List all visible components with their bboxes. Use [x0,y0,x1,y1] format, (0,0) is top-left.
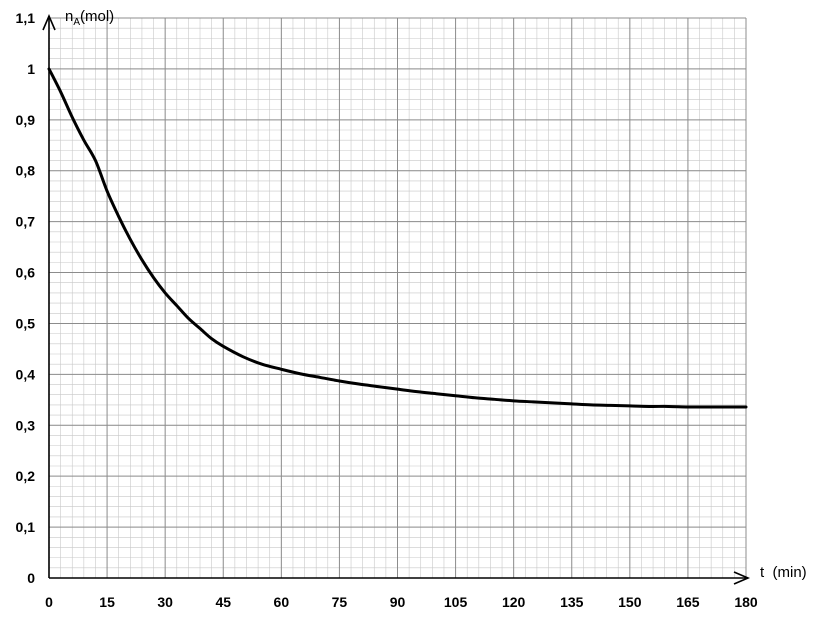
y-axis-label-main: n [65,8,73,25]
x-tick-label: 45 [215,594,231,610]
y-tick-label: 0,6 [16,265,36,281]
grid-major [48,17,747,579]
x-tick-label: 180 [734,594,758,610]
x-tick-label: 0 [45,594,53,610]
y-axis-label: nA(mol) [65,8,114,28]
y-tick-label: 1,1 [16,10,36,26]
y-tick-labels: 0 0,1 0,2 0,3 0,4 0,5 0,6 0,7 0,8 0,9 1 1,1 [16,10,36,586]
x-tick-label: 105 [444,594,468,610]
x-tick-label: 15 [99,594,115,610]
y-axis-arrow [42,13,56,31]
y-tick-label: 0,1 [16,519,36,535]
series-line-0 [47,67,748,409]
y-tick-label: 0,4 [16,366,36,382]
x-tick-label: 90 [390,594,406,610]
y-tick-label: 0,2 [16,468,36,484]
x-axis-label: t (min) [760,564,807,581]
y-axis-label-unit: (mol) [80,8,114,25]
y-tick-label: 0 [27,570,35,586]
x-axis-arrow [733,571,751,585]
x-tick-label: 135 [560,594,584,610]
y-tick-label: 0,5 [16,315,36,331]
y-tick-label: 0,3 [16,417,36,433]
x-tick-label: 30 [157,594,173,610]
x-tick-label: 120 [502,594,526,610]
y-axis-label-subscript: A [73,17,80,28]
y-tick-label: 0,7 [16,214,36,230]
x-tick-label: 75 [332,594,348,610]
series-layer [47,67,748,409]
y-tick-label: 1 [27,61,35,77]
x-tick-label: 60 [274,594,290,610]
x-tick-labels: 0 15 30 45 60 75 90 105 120 135 150 165 180 [45,594,758,610]
axes [42,13,751,585]
y-tick-label: 0,8 [16,163,36,179]
y-tick-label: 0,9 [16,112,36,128]
x-tick-label: 150 [618,594,642,610]
x-tick-label: 165 [676,594,700,610]
